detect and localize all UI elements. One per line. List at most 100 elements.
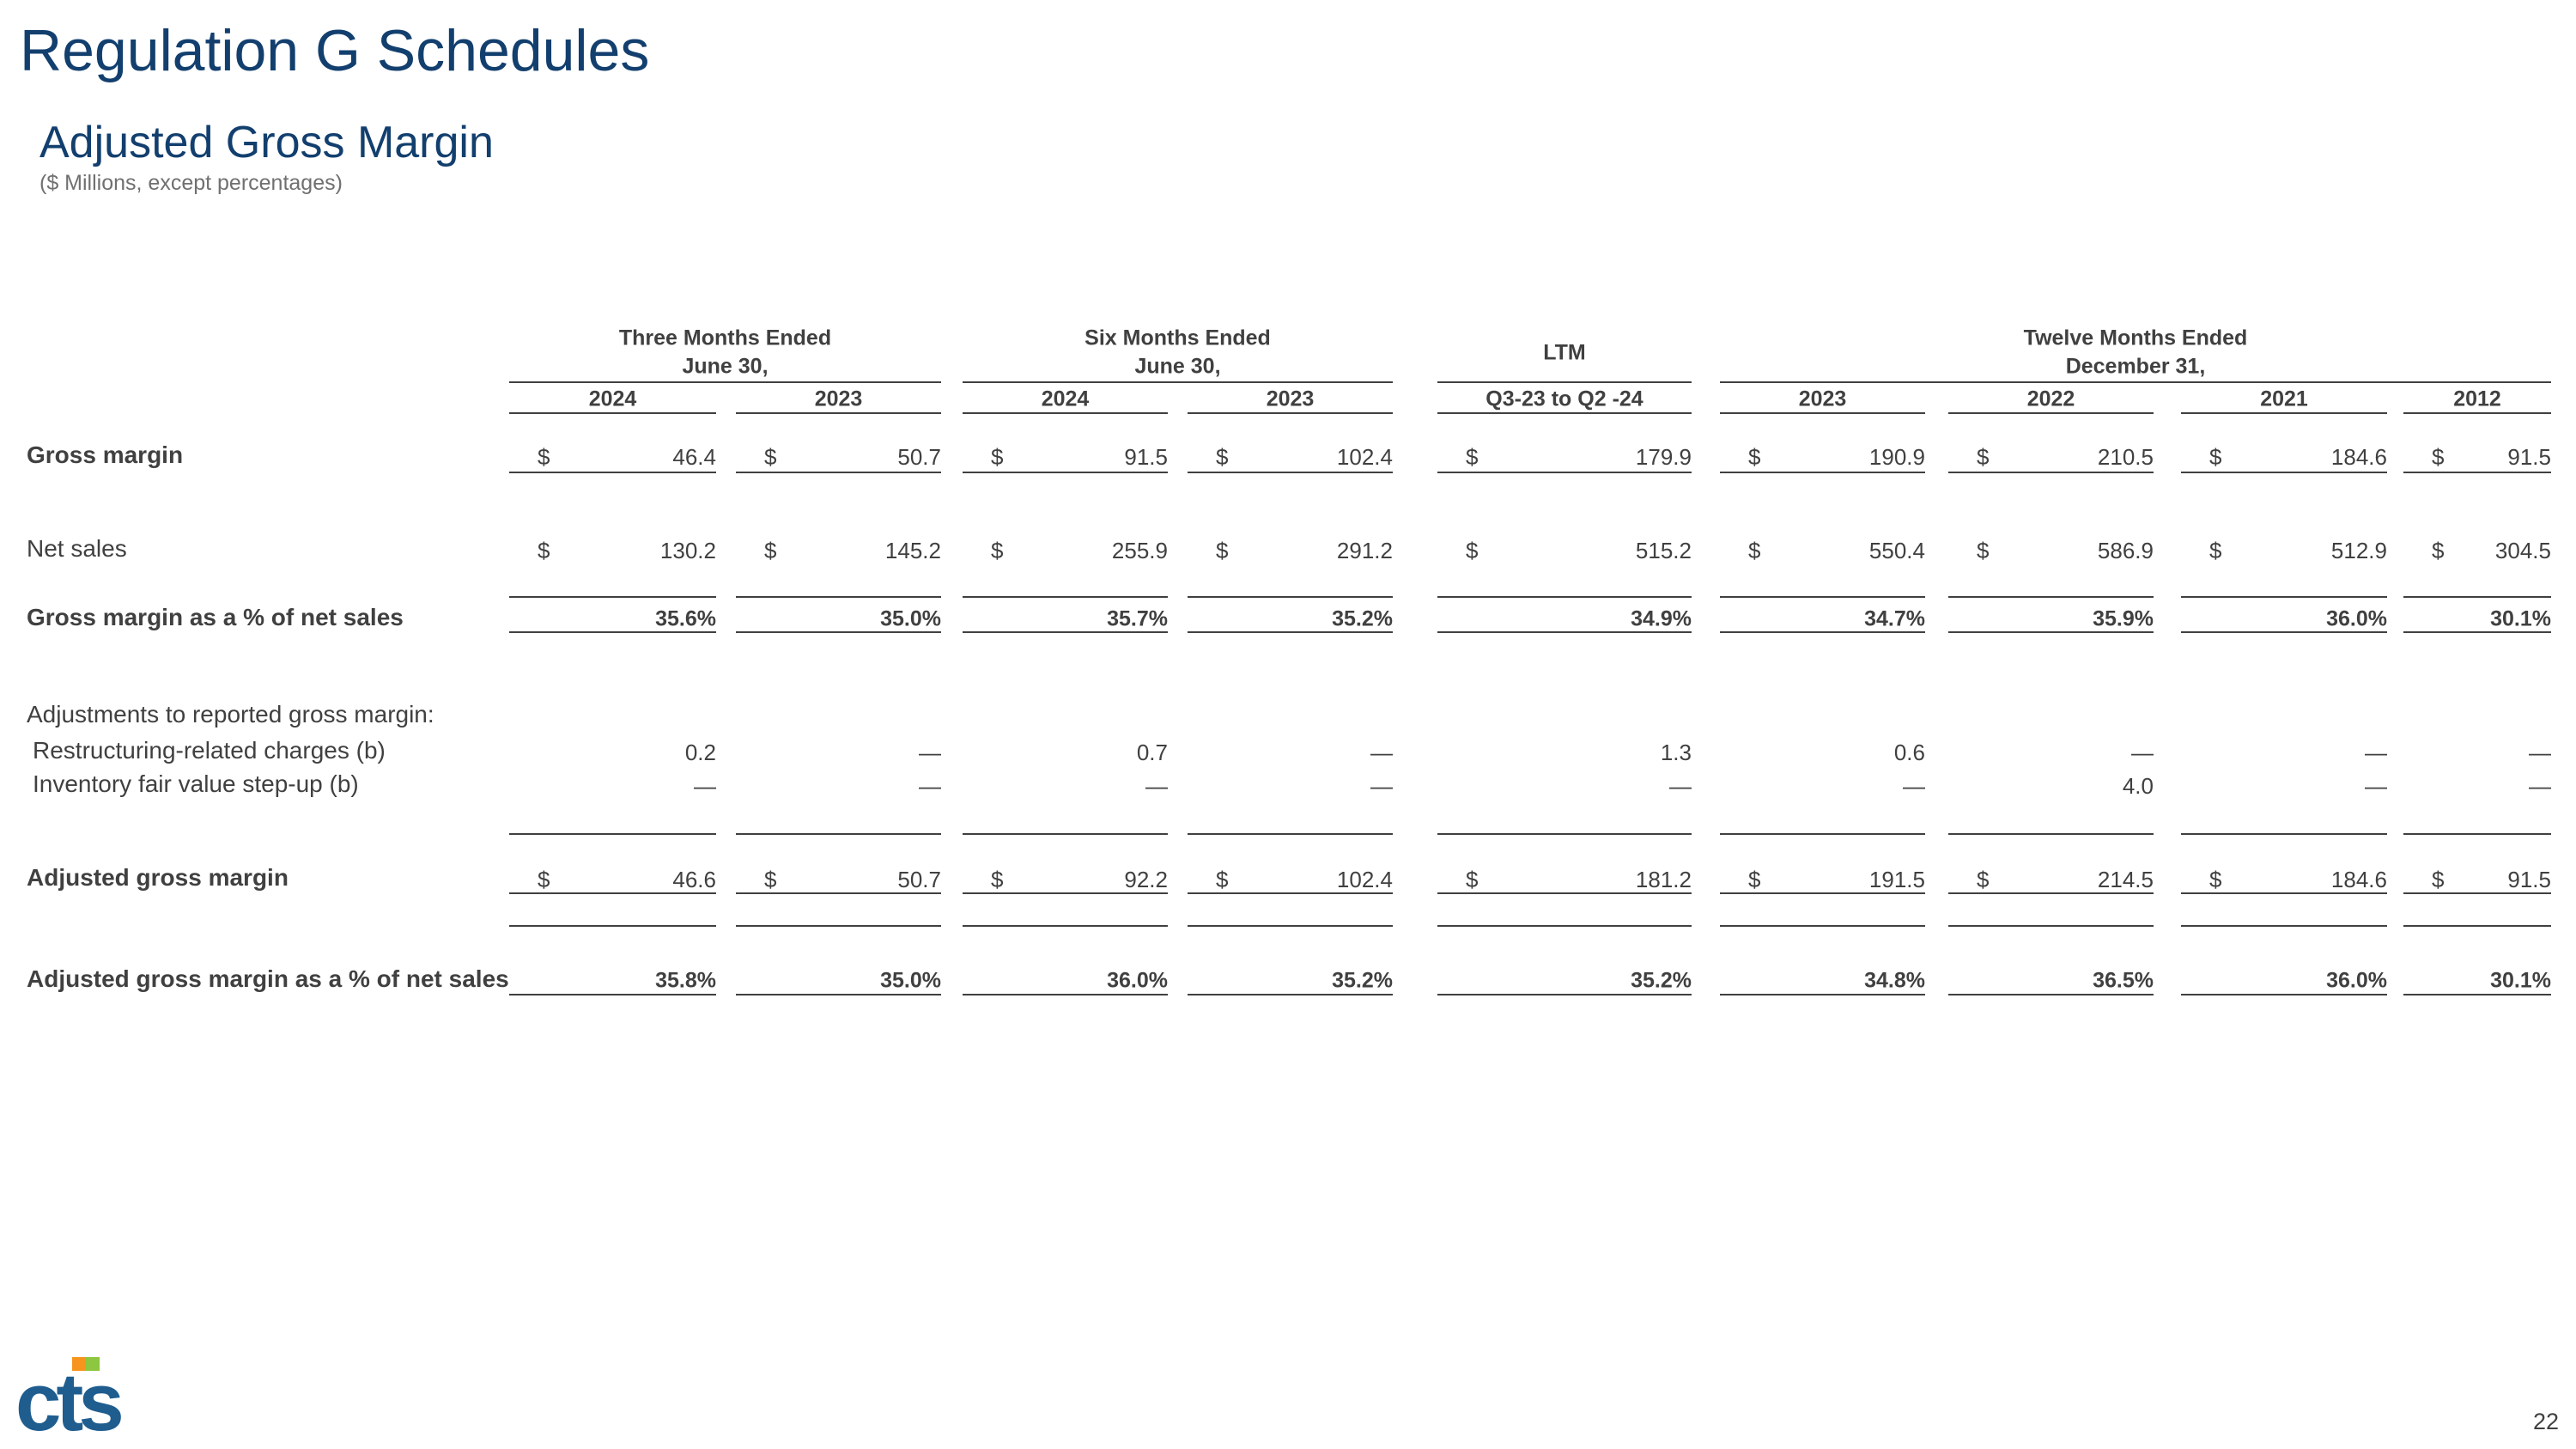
cell-rule [1720,472,1925,473]
cell-value: 515.2 [1635,538,1692,563]
currency-symbol: $ [538,867,550,892]
cell-rule [1437,892,1692,894]
row-label: Gross margin [27,441,184,468]
currency-symbol: $ [1216,444,1229,470]
row-label: Net sales [27,535,127,562]
cell-rule [509,596,716,598]
cell-rule [963,892,1168,894]
cell-rule [2403,596,2551,598]
cell-rule [509,833,716,835]
cell-value: 0.7 [1136,740,1168,765]
page-number: 22 [2533,1409,2560,1434]
cell-value: 184.6 [2330,444,2387,470]
cell-value: 46.4 [672,444,716,470]
cell-rule [963,472,1168,473]
column-header: 2021 [2260,387,2308,411]
cell-rule [1948,994,2154,995]
cell-value: 586.9 [2097,538,2154,563]
cell-rule [2403,833,2551,835]
cell-rule [509,631,716,633]
column-header: 2024 [588,387,637,411]
cell-value: 291.2 [1336,538,1393,563]
cell-rule [2403,472,2551,473]
currency-symbol: $ [1977,867,1990,892]
cell-rule [1437,596,1692,598]
cell-rule [736,631,941,633]
currency-symbol: $ [991,538,1004,563]
group-header: December 31, [2065,354,2206,379]
column-header: 2023 [814,387,863,411]
cell-rule [963,925,1168,927]
cell-value: 35.6% [655,606,716,631]
cell-rule [1437,994,1692,995]
cell-rule [2403,994,2551,995]
currency-symbol: $ [764,444,777,470]
cell-value: 4.0 [2122,773,2154,799]
cell-value: 34.7% [1864,606,1925,631]
currency-symbol: $ [1466,867,1479,892]
column-header: 2023 [1266,387,1315,411]
cell-value: — [1145,773,1168,799]
group-header: Three Months Ended [618,326,832,350]
cell-value: 35.2% [1332,968,1393,993]
cell-value: 255.9 [1111,538,1168,563]
cell-rule [2181,925,2387,927]
cell-value: 35.7% [1107,606,1168,631]
row-label: Inventory fair value step-up (b) [33,770,359,797]
cell-value: 35.0% [880,606,941,631]
row-label: Adjusted gross margin [27,864,289,891]
column-header: 2023 [1798,387,1847,411]
cell-value: — [2131,740,2154,765]
cell-value: 191.5 [1868,867,1925,892]
cell-rule [1948,596,2154,598]
cell-value: 35.8% [655,968,716,993]
cell-value: 36.0% [1107,968,1168,993]
cell-rule [1948,631,2154,633]
header-rule [963,381,1393,383]
column-header: 2012 [2453,387,2501,411]
cell-rule [2403,631,2551,633]
cell-value: 50.7 [897,867,941,892]
cell-value: — [919,740,941,765]
cell-rule [963,994,1168,995]
column-header: Q3-23 to Q2 -24 [1485,387,1643,411]
cell-rule [509,472,716,473]
cell-value: — [1370,740,1393,765]
group-header: Six Months Ended [1084,326,1271,350]
cell-rule [736,472,941,473]
cell-value: 30.1% [2490,968,2551,993]
currency-symbol: $ [2432,867,2445,892]
cell-rule [1720,631,1925,633]
cell-rule [736,596,941,598]
cell-rule [509,994,716,995]
cell-rule [1948,833,2154,835]
cell-rule [736,994,941,995]
group-header: June 30, [682,354,769,379]
currency-symbol: $ [1748,444,1761,470]
page-title: Regulation G Schedules [20,18,650,83]
cell-value: 46.6 [672,867,716,892]
cell-value: 36.5% [2093,968,2154,993]
row-label: Adjustments to reported gross margin: [27,701,434,728]
cell-rule [1948,925,2154,927]
column-header: 2022 [2026,387,2075,411]
currency-symbol: $ [1466,444,1479,470]
cell-value: 0.2 [684,740,716,765]
cell-rule [1437,833,1692,835]
currency-symbol: $ [1466,538,1479,563]
cell-value: 92.2 [1124,867,1168,892]
header-rule [1720,381,2551,383]
column-rule [736,412,941,414]
cell-value: 130.2 [659,538,716,563]
cell-rule [2181,631,2387,633]
currency-symbol: $ [764,867,777,892]
cell-rule [1188,596,1393,598]
cell-rule [963,833,1168,835]
currency-symbol: $ [2209,444,2222,470]
currency-symbol: $ [538,538,550,563]
cell-value: 35.0% [880,968,941,993]
currency-symbol: $ [991,867,1004,892]
cell-rule [2181,833,2387,835]
cell-value: 0.6 [1893,740,1925,765]
